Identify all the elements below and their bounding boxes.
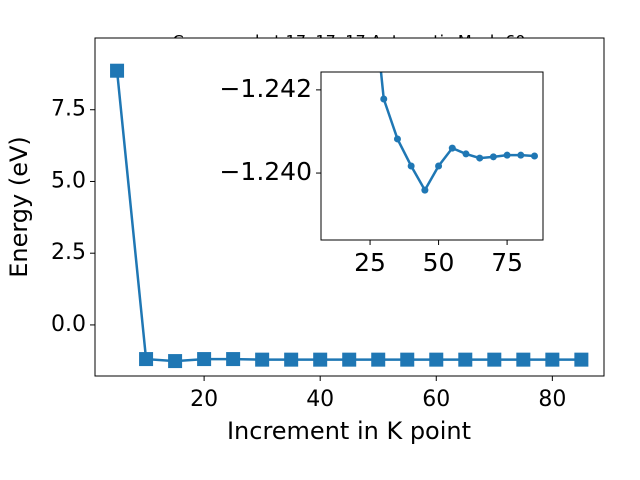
data-point — [574, 352, 589, 367]
data-point — [371, 352, 386, 367]
data-point — [139, 352, 154, 367]
y-tick-label: 2.5 — [51, 240, 86, 265]
data-point — [503, 151, 511, 159]
data-point — [448, 144, 456, 152]
y-tick-label: −1.242 — [219, 74, 312, 103]
y-tick-label: 0.0 — [51, 312, 86, 337]
plot-content — [379, 72, 539, 194]
x-tick-label: 75 — [491, 248, 523, 277]
data-point — [313, 352, 328, 367]
y-tick-label: 7.5 — [51, 97, 86, 122]
data-point — [458, 352, 473, 367]
plot-content — [110, 63, 589, 369]
data-point — [110, 63, 125, 78]
x-tick-label: 25 — [354, 248, 386, 277]
data-point — [462, 150, 470, 158]
y-tick-label: 5.0 — [51, 168, 86, 193]
data-point — [489, 153, 497, 161]
data-point — [435, 162, 443, 170]
data-point — [393, 135, 401, 143]
data-point — [487, 352, 502, 367]
axes-frame — [94, 37, 605, 377]
data-point — [476, 154, 484, 162]
y-tick-label: −1.240 — [219, 157, 312, 186]
y-axis-label: Energy (eV) — [5, 136, 33, 278]
axes-frame — [320, 71, 544, 241]
data-point — [168, 354, 183, 369]
data-point — [380, 95, 388, 103]
data-point — [284, 352, 299, 367]
data-point — [342, 352, 357, 367]
x-axis-label: Increment in K point — [227, 417, 471, 445]
data-point — [226, 352, 241, 367]
x-tick-label: 50 — [423, 248, 455, 277]
data-point — [400, 352, 415, 367]
data-point — [517, 151, 525, 159]
data-point — [421, 186, 429, 194]
data-point — [407, 162, 415, 170]
data-point — [516, 352, 531, 367]
data-point — [545, 352, 560, 367]
x-tick-label: 60 — [422, 387, 450, 412]
data-point — [531, 152, 539, 160]
data-point — [197, 352, 212, 367]
x-tick-label: 80 — [538, 387, 566, 412]
data-point — [255, 352, 270, 367]
data-point — [429, 352, 444, 367]
x-tick-label: 20 — [190, 387, 218, 412]
x-tick-label: 40 — [306, 387, 334, 412]
